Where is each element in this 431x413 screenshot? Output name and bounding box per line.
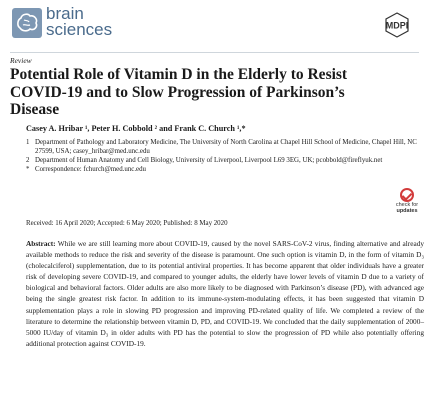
brain-sciences-logo-icon: [12, 8, 42, 38]
check-updates-icon: [400, 188, 414, 202]
correspondence: * Correspondence: fchurch@med.unc.edu: [26, 165, 421, 174]
publisher-name: MDPI: [386, 21, 409, 31]
affiliation-1: 1 Department of Pathology and Laboratory…: [26, 138, 421, 156]
article-title: Potential Role of Vitamin D in the Elder…: [10, 66, 348, 118]
abstract-label: Abstract:: [26, 239, 56, 248]
abstract: Abstract: While we are still learning mo…: [26, 238, 424, 349]
journal-name-line2: sciences: [46, 20, 113, 39]
affiliation-2: 2 Department of Human Anatomy and Cell B…: [26, 156, 421, 165]
abstract-text: While we are still learning more about C…: [26, 239, 424, 348]
check-updates-line1: check for: [395, 202, 419, 208]
journal-name-line1: brain: [46, 4, 84, 23]
check-for-updates-button[interactable]: check for updates: [388, 188, 426, 214]
affiliation-marker: 2: [26, 157, 30, 164]
affiliations: 1 Department of Pathology and Laboratory…: [26, 138, 421, 174]
article-type: Review: [10, 56, 32, 65]
header-divider: [10, 52, 419, 53]
affiliation-marker: 1: [26, 139, 30, 146]
mdpi-logo-icon: MDPI: [385, 12, 409, 38]
author-list: Casey A. Hribar ¹, Peter H. Cobbold ² an…: [26, 124, 246, 133]
publication-dates: Received: 16 April 2020; Accepted: 6 May…: [26, 220, 228, 227]
affiliation-text: Correspondence: fchurch@med.unc.edu: [35, 166, 147, 173]
affiliation-text: Department of Pathology and Laboratory M…: [35, 139, 417, 155]
affiliation-text: Department of Human Anatomy and Cell Bio…: [35, 157, 383, 164]
check-updates-line2: updates: [396, 208, 418, 214]
affiliation-marker: *: [26, 166, 30, 173]
journal-name: brain sciences: [46, 4, 113, 39]
